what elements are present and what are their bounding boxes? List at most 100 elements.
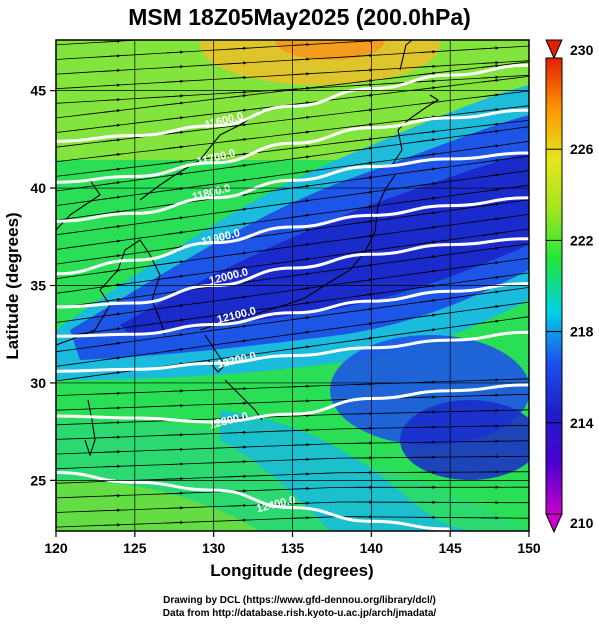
streamline-arrow	[166, 403, 185, 408]
streamline-arrow	[293, 15, 309, 16]
streamline-arrow	[481, 246, 500, 251]
streamline-arrow	[103, 341, 122, 346]
streamline-arrow	[229, 61, 248, 65]
x-tick-label: 150	[517, 540, 541, 556]
streamline-arrow	[293, 30, 309, 31]
streamline-arrow	[355, 40, 374, 43]
streamline-arrow	[292, 443, 311, 447]
streamline-arrow	[166, 260, 185, 265]
streamline-arrow	[229, 19, 245, 20]
streamline-arrow	[292, 72, 311, 76]
streamline-arrow	[103, 123, 122, 128]
streamline-arrow	[166, 491, 185, 495]
streamline-arrow	[166, 23, 182, 24]
credit-line-1: Drawing by DCL (https://www.gfd-dennou.o…	[163, 595, 436, 606]
streamline-arrow	[481, 129, 500, 134]
streamline-arrow	[292, 316, 311, 320]
streamline-arrow	[418, 182, 437, 186]
colorbar-bottom-triangle	[545, 513, 563, 534]
streamline-arrow	[481, 75, 500, 79]
colorbar-tick-label: 214	[570, 415, 594, 431]
streamline-arrow	[166, 145, 185, 150]
streamline-arrow	[481, 290, 500, 295]
streamline-arrow	[292, 43, 311, 47]
y-tick-label: 35	[30, 278, 46, 294]
streamline-arrow	[103, 83, 122, 87]
streamline-arrow	[481, 158, 500, 163]
streamline-arrow	[166, 304, 185, 308]
streamline-arrow	[103, 167, 122, 172]
streamline-arrow	[103, 224, 122, 229]
streamline-arrow	[166, 333, 185, 338]
streamline-arrow	[481, 188, 500, 192]
streamline-arrow	[292, 199, 311, 204]
streamline-arrow	[166, 116, 185, 120]
streamline-arrow	[103, 391, 122, 395]
streamline-arrow	[355, 190, 374, 195]
streamline	[56, 2, 529, 30]
streamline-arrow	[481, 61, 500, 65]
streamline-arrow	[292, 243, 311, 247]
streamline-arrow	[103, 27, 119, 28]
streamline-arrow	[355, 108, 374, 113]
streamline-arrow	[166, 506, 185, 510]
streamline-arrow	[481, 46, 500, 50]
streamline-arrow	[292, 286, 311, 291]
x-tick-label: 140	[360, 540, 384, 556]
y-axis-ticks: 25 30 35 40 45	[30, 83, 56, 488]
y-tick-label: 25	[30, 472, 46, 488]
streamline-arrow	[418, 71, 437, 76]
streamline-arrow	[481, 202, 500, 207]
streamline-arrow	[229, 94, 248, 98]
streamline-arrow	[355, 79, 374, 83]
streamline-arrow	[229, 295, 248, 300]
streamline-arrow	[356, 12, 372, 13]
streamline-arrow	[355, 234, 374, 239]
streamline-arrow	[229, 416, 248, 420]
streamline-arrow	[355, 205, 374, 210]
colorbar-tick-label: 222	[570, 232, 594, 248]
x-axis-ticks: 120 125 130 135 140 145 150	[44, 531, 541, 556]
streamline-arrow	[292, 301, 311, 306]
streamline-arrow	[481, 144, 500, 149]
credit-block: Drawing by DCL (https://www.gfd-dennou.o…	[0, 594, 599, 620]
streamline-arrow	[355, 336, 374, 341]
streamline-arrow	[292, 384, 311, 388]
sakhalin-coastline	[399, 40, 413, 71]
streamline-arrow	[355, 382, 374, 386]
streamline-arrow	[229, 137, 248, 142]
streamline-arrow	[292, 257, 311, 262]
streamline-arrow	[103, 435, 122, 439]
streamline-arrow	[418, 79, 437, 83]
streamline-arrow	[418, 100, 437, 105]
streamline-arrow	[166, 389, 185, 393]
streamline-arrow	[103, 464, 122, 468]
streamline-arrow	[103, 109, 122, 113]
streamline-arrow	[292, 428, 311, 432]
streamline-arrow	[418, 167, 437, 172]
y-tick-label: 40	[30, 180, 46, 196]
streamline-arrow	[292, 330, 311, 335]
streamline-arrow	[166, 216, 185, 221]
streamline-arrow	[481, 378, 500, 382]
streamline-arrow	[103, 181, 122, 185]
streamline-arrow	[103, 138, 122, 142]
streamline-arrow	[103, 254, 122, 259]
streamline-arrow	[292, 457, 311, 461]
colorbar-tick-label: 230	[570, 42, 594, 58]
streamline-arrow	[355, 123, 374, 127]
streamline-arrow	[229, 34, 245, 35]
streamline-arrow	[229, 353, 248, 358]
streamline-arrow	[229, 76, 248, 80]
streamline-arrow	[103, 54, 122, 58]
colorbar-bar	[545, 57, 563, 515]
streamline-arrow	[481, 319, 500, 324]
streamline-arrow	[229, 90, 248, 94]
streamline-arrow	[292, 399, 311, 403]
streamline-arrow	[229, 152, 248, 157]
streamline-arrow	[229, 339, 248, 344]
streamline-arrow	[292, 213, 311, 218]
streamline-arrow	[481, 93, 500, 98]
streamline-arrow	[229, 207, 248, 212]
streamline-arrow	[229, 387, 248, 391]
